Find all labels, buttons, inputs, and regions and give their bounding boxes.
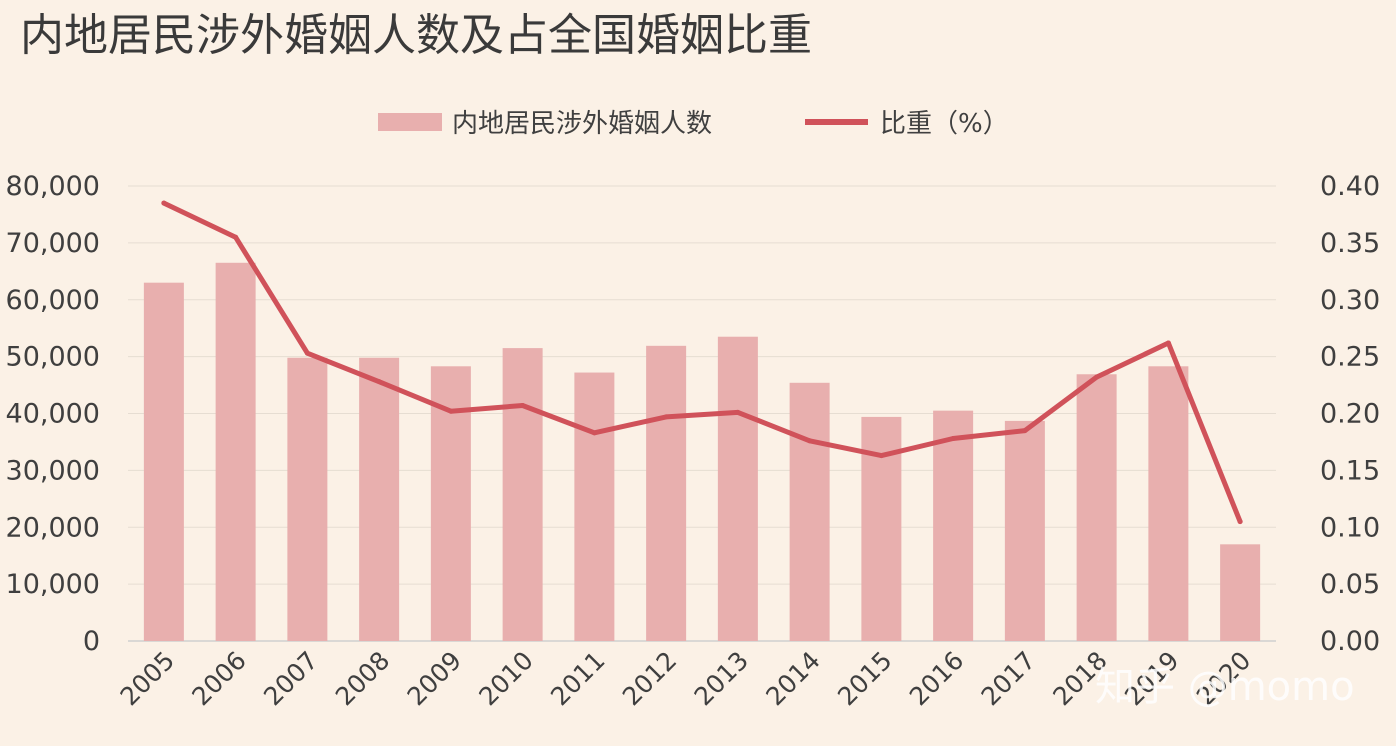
bar	[502, 348, 543, 641]
left-tick-label: 70,000	[6, 228, 100, 259]
line-point	[878, 453, 884, 459]
line-point	[1094, 374, 1100, 380]
line-point	[520, 403, 526, 409]
chart-title: 内地居民涉外婚姻人数及占全国婚姻比重	[20, 10, 812, 61]
bar	[789, 382, 830, 641]
watermark: 知乎 @momo	[1095, 664, 1355, 710]
left-tick-label: 40,000	[6, 399, 100, 430]
right-tick-label: 0.10	[1320, 512, 1380, 543]
x-tick-label: 2012	[617, 646, 682, 711]
left-tick-label: 30,000	[6, 455, 100, 486]
line-point	[807, 438, 813, 444]
line-point	[304, 350, 310, 356]
bar	[1076, 374, 1117, 641]
bar	[215, 262, 256, 641]
line-point	[735, 409, 741, 415]
right-tick-label: 0.25	[1320, 342, 1380, 373]
line-point	[233, 234, 239, 240]
left-tick-label: 60,000	[6, 285, 100, 316]
right-tick-label: 0.40	[1320, 171, 1380, 202]
bar	[717, 336, 758, 641]
bar	[646, 345, 687, 641]
x-tick-label: 2010	[473, 646, 538, 711]
right-tick-label: 0.35	[1320, 228, 1380, 259]
left-tick-label: 80,000	[6, 171, 100, 202]
bar	[1220, 544, 1261, 641]
x-tick-label: 2014	[760, 646, 825, 711]
left-tick-label: 0	[83, 626, 100, 657]
line-point	[1237, 519, 1243, 525]
bar	[574, 372, 615, 641]
right-tick-label: 0.05	[1320, 569, 1380, 600]
legend-label-bars: 内地居民涉外婚姻人数	[452, 109, 712, 139]
line-point	[591, 430, 597, 436]
left-tick-label: 20,000	[6, 512, 100, 543]
x-tick-label: 2011	[545, 646, 610, 711]
x-tick-label: 2007	[258, 646, 323, 711]
right-axis: 0.00 0.05 0.10 0.15 0.20 0.25 0.30 0.35 0.40	[1320, 171, 1380, 657]
right-tick-label: 0.20	[1320, 399, 1380, 430]
right-tick-label: 0.15	[1320, 455, 1380, 486]
line-series	[161, 200, 1243, 525]
line-point	[161, 200, 167, 206]
legend: 内地居民涉外婚姻人数 比重（%）	[378, 109, 1009, 139]
x-tick-label: 2016	[904, 646, 969, 711]
x-axis: 2005 2006 2007 2008 2009 2010 2011 2012 2013 2014…	[115, 646, 1257, 711]
line-point	[663, 414, 669, 420]
line-point	[376, 379, 382, 385]
legend-label-line: 比重（%）	[880, 109, 1009, 139]
legend-swatch-bars	[378, 113, 442, 131]
right-tick-label: 0.00	[1320, 626, 1380, 657]
bar-series	[143, 262, 1261, 641]
x-tick-label: 2009	[402, 646, 467, 711]
x-tick-label: 2017	[976, 646, 1041, 711]
x-tick-label: 2013	[689, 646, 754, 711]
bar	[143, 282, 184, 641]
left-tick-label: 50,000	[6, 342, 100, 373]
bar	[1148, 366, 1189, 641]
line-point	[950, 436, 956, 442]
left-tick-label: 10,000	[6, 569, 100, 600]
right-tick-label: 0.30	[1320, 285, 1380, 316]
line-point	[1022, 428, 1028, 434]
x-tick-label: 2006	[186, 646, 251, 711]
x-tick-label: 2008	[330, 646, 395, 711]
bar	[359, 357, 400, 641]
x-tick-label: 2015	[832, 646, 897, 711]
bar	[287, 357, 328, 641]
left-axis: 0 10,000 20,000 30,000 40,000 50,000 60,000 70,…	[6, 171, 100, 657]
ratio-line	[161, 200, 1243, 525]
x-tick-label: 2005	[115, 646, 180, 711]
line-point	[448, 408, 454, 414]
line-point	[1165, 340, 1171, 346]
bar	[933, 410, 974, 641]
bar	[1004, 420, 1045, 641]
